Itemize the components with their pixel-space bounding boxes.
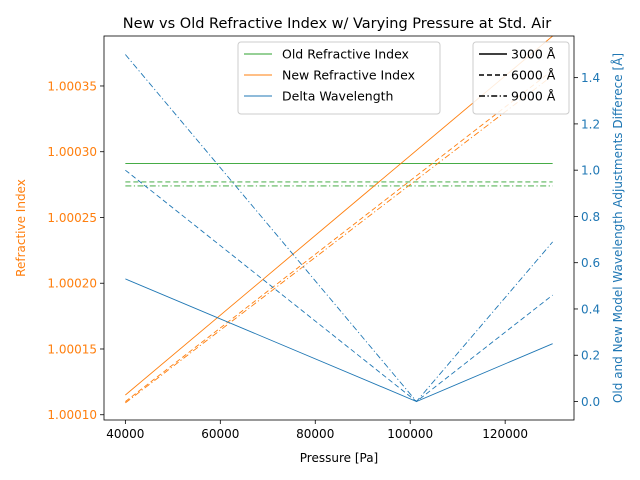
legend-series-label: Delta Wavelength [282,89,393,104]
y-right-tick-label: 0.2 [581,349,600,363]
legend-series-box [237,41,441,115]
y-axis-right-label: Old and New Model Wavelength Adjustments… [610,53,625,403]
series-line-4 [125,69,553,402]
y-axis-right: 0.0 0.2 0.4 0.6 0.8 1.0 1.2 1.4 [574,71,600,409]
x-tick-label: 100000 [387,427,433,441]
series-line-8 [125,54,553,403]
legend-wavelength-label: 9000 Å [511,89,556,104]
plot-frame [103,35,575,421]
legend-series-label: New Refractive Index [282,68,415,83]
y-left-tick-label: 1.00020 [47,277,97,291]
y-left-tick-label: 1.00035 [47,79,97,93]
y-left-tick-label: 1.00025 [47,211,97,225]
legend-series: Old Refractive Index New Refractive Index… [237,41,441,115]
y-axis-left-label: Refractive Index [14,179,28,277]
y-left-tick-label: 1.00010 [47,408,97,422]
y-left-tick-label: 1.00015 [47,342,97,356]
y-right-tick-label: 1.4 [581,71,600,85]
x-tick-label: 40000 [106,427,144,441]
legend-wavelength-label: 6000 Å [511,68,556,83]
y-right-tick-label: 1.2 [581,117,600,131]
x-axis-label: Pressure [Pa] [300,451,378,465]
chart-title: New vs Old Refractive Index w/ Varying P… [123,16,551,32]
series-line-7 [125,169,553,403]
series-layer [125,36,553,404]
y-right-tick-label: 0.0 [581,395,600,409]
legend-wavelength: 3000 Å 6000 Å 9000 Å [472,41,570,115]
y-right-tick-label: 0.4 [581,302,600,316]
x-tick-label: 80000 [296,427,334,441]
series-line-5 [125,75,553,404]
x-axis: 40000 60000 80000 100000 120000 [106,420,528,441]
legend-wavelength-label: 3000 Å [511,47,556,62]
y-axis-left: 1.00010 1.00015 1.00020 1.00025 1.00030 1.000… [47,79,104,422]
legend-series-label: Old Refractive Index [282,47,409,62]
x-tick-label: 120000 [482,427,528,441]
y-right-tick-label: 1.0 [581,164,600,178]
x-tick-label: 60000 [201,427,239,441]
y-left-tick-label: 1.00030 [47,145,97,159]
y-right-tick-label: 0.6 [581,256,600,270]
y-right-tick-label: 0.8 [581,210,600,224]
